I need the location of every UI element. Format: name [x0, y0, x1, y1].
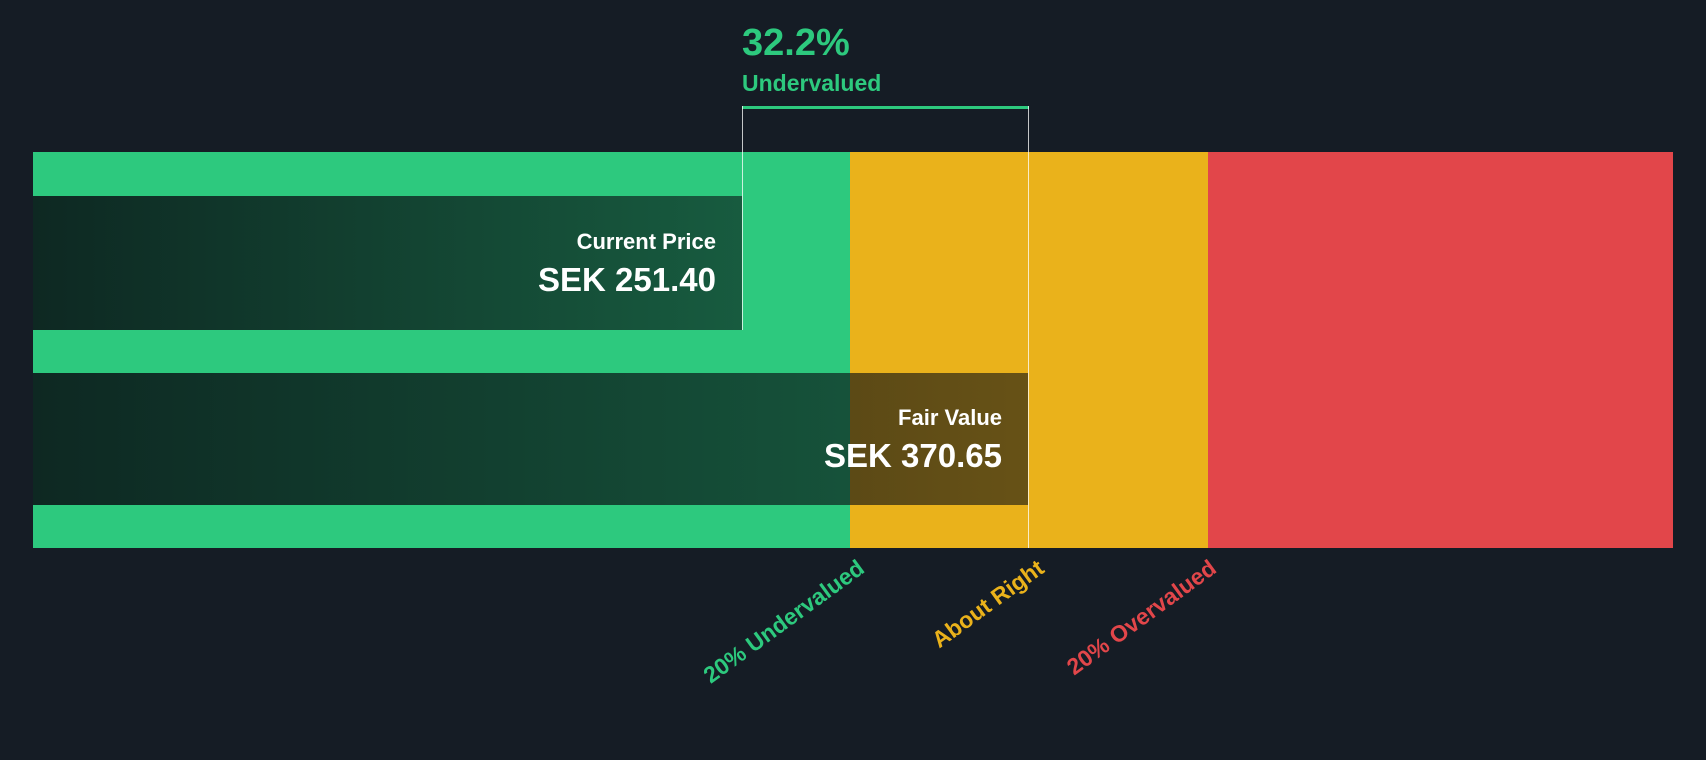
fair-value-label: Fair Value: [898, 404, 1002, 430]
current-price-bar: Current Price SEK 251.40: [33, 196, 742, 330]
axis-label-about-right: About Right: [927, 554, 1050, 653]
valuation-annotation: 32.2% Undervalued: [742, 22, 882, 97]
valuation-band: Current Price SEK 251.40 Fair Value SEK …: [33, 152, 1673, 548]
undervalued-percent: 32.2%: [742, 22, 850, 64]
current-price-label: Current Price: [576, 228, 716, 254]
fair-value-bar: Fair Value SEK 370.65: [33, 373, 1028, 505]
bracket-horizontal-line: [742, 106, 1029, 109]
axis-label-undervalued: 20% Undervalued: [698, 554, 870, 689]
current-price-value: SEK 251.40: [538, 260, 716, 298]
undervalued-status-label: Undervalued: [742, 69, 882, 96]
axis-label-overvalued: 20% Overvalued: [1062, 554, 1222, 680]
fair-value-value: SEK 370.65: [824, 436, 1002, 474]
current-price-connector-line: [742, 106, 743, 330]
fair-value-connector-line: [1028, 106, 1029, 548]
zone-overvalued: [1208, 152, 1673, 548]
